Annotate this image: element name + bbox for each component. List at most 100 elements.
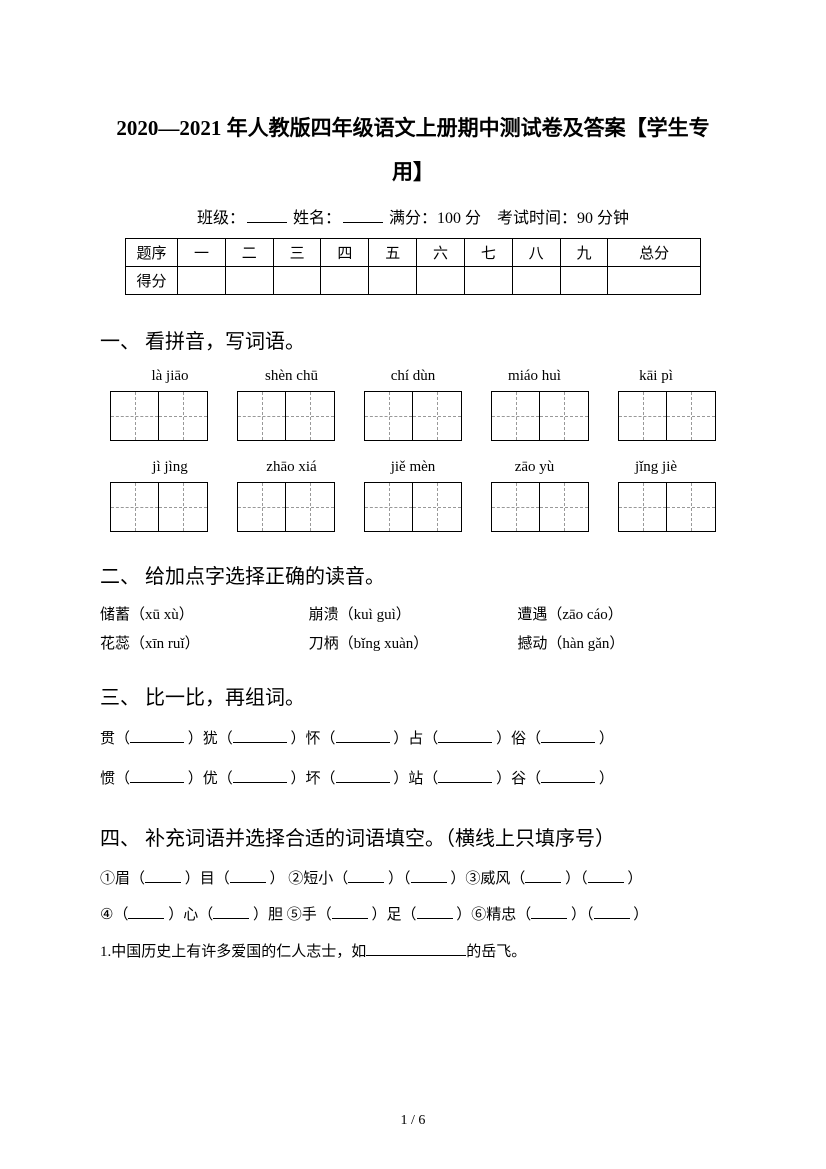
q2-item: 遭遇（zāo cáo） [517,603,726,624]
score-cell[interactable] [512,266,560,294]
blank[interactable] [145,882,181,883]
th-3: 三 [273,238,321,266]
th-1: 一 [178,238,226,266]
blank[interactable] [230,882,266,883]
score-label: 得分 [126,266,178,294]
pinyin-label: là jiāo [122,368,218,385]
time-value: 90 分钟 [577,210,629,227]
score-cell[interactable] [417,266,465,294]
q3-title: 三、 比一比，再组词。 [100,681,726,710]
pinyin-label: kāi pì [608,368,704,385]
q1-title: 一、 看拼音，写词语。 [100,325,726,354]
title-line2: 用】 [100,156,726,186]
char-box[interactable] [364,482,462,532]
blank[interactable] [438,742,492,743]
blank[interactable] [130,782,184,783]
pinyin-label: jiě mèn [365,459,461,476]
title-line1: 2020—2021 年人教版四年级语文上册期中测试卷及答案【学生专 [100,110,726,148]
q2-item: 储蓄（xū xù） [100,603,309,624]
blank[interactable] [332,918,368,919]
score-cell[interactable] [321,266,369,294]
blank[interactable] [213,918,249,919]
class-blank[interactable] [247,222,287,223]
pinyin-label: jǐng jiè [608,459,704,476]
pinyin-row-2: jì jìng zhāo xiá jiě mèn zāo yù jǐng jiè [100,459,726,476]
q4-line3-post: 的岳飞。 [466,944,526,960]
char-box[interactable] [237,391,335,441]
q4-line1: ①眉（ ）目（ ） ②短小（ ）（ ）③威风（ ）（ ） [100,865,726,894]
q2-row: 储蓄（xū xù） 崩溃（kuì guì） 遭遇（zāo cáo） [100,603,726,624]
blank[interactable] [541,742,595,743]
char-box[interactable] [110,391,208,441]
th-6: 六 [417,238,465,266]
blank[interactable] [233,782,287,783]
fullscore-value: 100 分 [437,210,481,227]
q4-line3-pre: 1.中国历史上有许多爱国的仁人志士，如 [100,944,366,960]
q4-title: 四、 补充词语并选择合适的词语填空。（横线上只填序号） [100,822,726,851]
blank[interactable] [541,782,595,783]
pinyin-row-1: là jiāo shèn chū chí dùn miáo huì kāi pì [100,368,726,385]
th-7: 七 [464,238,512,266]
blank[interactable] [233,742,287,743]
blank[interactable] [336,782,390,783]
blank[interactable] [588,882,624,883]
th-label: 题序 [126,238,178,266]
score-cell[interactable] [369,266,417,294]
char-box[interactable] [364,391,462,441]
blank[interactable] [417,918,453,919]
th-2: 二 [225,238,273,266]
char-box[interactable] [491,482,589,532]
blank[interactable] [336,742,390,743]
blank[interactable] [594,918,630,919]
score-cell[interactable] [464,266,512,294]
blank[interactable] [128,918,164,919]
q3-row-1: 贯（ ）犹（ ）怀（ ）占（ ）俗（ ） [100,724,726,754]
blank[interactable] [348,882,384,883]
char-box[interactable] [110,482,208,532]
q4-line2: ④（ ）心（ ）胆 ⑤手（ ）足（ ）⑥精忠（ ）（ ） [100,901,726,930]
char-box[interactable] [618,391,716,441]
name-blank[interactable] [343,222,383,223]
q2-row: 花蕊（xīn ruǐ） 刀柄（bǐng xuàn） 撼动（hàn gǎn） [100,632,726,653]
blank[interactable] [130,742,184,743]
th-4: 四 [321,238,369,266]
q2-item: 刀柄（bǐng xuàn） [309,632,518,653]
score-cell[interactable] [273,266,321,294]
char-box[interactable] [618,482,716,532]
blank[interactable] [366,955,466,956]
score-cell[interactable] [225,266,273,294]
q2-title: 二、 给加点字选择正确的读音。 [100,560,726,589]
th-total: 总分 [608,238,701,266]
q2-item: 花蕊（xīn ruǐ） [100,632,309,653]
score-table: 题序 一 二 三 四 五 六 七 八 九 总分 得分 [125,238,701,295]
box-row-1 [100,391,726,441]
name-label: 姓名： [293,210,341,227]
fullscore-label: 满分： [389,210,437,227]
box-row-2 [100,482,726,532]
q4-line3: 1.中国历史上有许多爱国的仁人志士，如 的岳飞。 [100,938,726,967]
score-cell[interactable] [560,266,608,294]
q2-item: 崩溃（kuì guì） [309,603,518,624]
blank[interactable] [411,882,447,883]
q3-row-2: 惯（ ）优（ ）坏（ ）站（ ）谷（ ） [100,764,726,794]
th-9: 九 [560,238,608,266]
th-8: 八 [512,238,560,266]
info-line: 班级： 姓名： 满分：100 分 考试时间：90 分钟 [100,204,726,228]
pinyin-label: shèn chū [244,368,340,385]
blank[interactable] [438,782,492,783]
char-box[interactable] [491,391,589,441]
pinyin-label: zāo yù [487,459,583,476]
pinyin-label: zhāo xiá [244,459,340,476]
class-label: 班级： [197,210,245,227]
table-row: 得分 [126,266,701,294]
time-label: 考试时间： [497,210,577,227]
pinyin-label: jì jìng [122,459,218,476]
page-footer: 1 / 6 [0,1113,826,1129]
blank[interactable] [525,882,561,883]
blank[interactable] [531,918,567,919]
char-box[interactable] [237,482,335,532]
pinyin-label: miáo huì [487,368,583,385]
score-cell[interactable] [178,266,226,294]
score-cell[interactable] [608,266,701,294]
pinyin-label: chí dùn [365,368,461,385]
